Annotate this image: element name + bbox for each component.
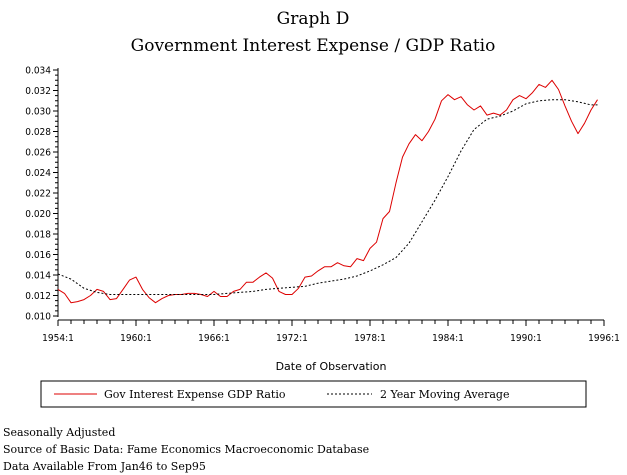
legend-entry-series-1: Gov Interest Expense GDP Ratio xyxy=(104,388,286,401)
x-tick-label: 1996:1 xyxy=(588,333,620,344)
y-tick-label: 0.022 xyxy=(25,189,51,200)
chart-subtitle: Government Interest Expense / GDP Ratio xyxy=(131,36,496,56)
series-lines xyxy=(57,79,598,304)
x-axis-label: Date of Observation xyxy=(276,360,387,373)
y-tick-label: 0.026 xyxy=(25,148,51,159)
y-tick-label: 0.034 xyxy=(25,66,51,77)
chart-title: Graph D xyxy=(277,9,350,29)
legend-entry-series-2: 2 Year Moving Average xyxy=(380,388,509,401)
x-tick-label: 1984:1 xyxy=(432,333,464,344)
y-tick-label: 0.016 xyxy=(25,250,51,261)
legend-box xyxy=(40,380,587,408)
y-tick-label: 0.018 xyxy=(25,230,51,241)
series-line-1 xyxy=(57,79,598,304)
y-tick-label: 0.032 xyxy=(25,86,51,97)
footnote-seasonal: Seasonally Adjusted xyxy=(3,426,115,439)
y-tick-label: 0.030 xyxy=(25,107,51,118)
y-tick-label: 0.020 xyxy=(25,209,51,220)
y-tick-label: 0.010 xyxy=(25,312,51,323)
y-tick-label: 0.024 xyxy=(25,168,51,179)
x-tick-label: 1978:1 xyxy=(354,333,386,344)
footnote-source: Source of Basic Data: Fame Economics Mac… xyxy=(3,443,369,456)
x-tick-label: 1972:1 xyxy=(276,333,308,344)
x-tick-label: 1966:1 xyxy=(198,333,230,344)
series-line-2 xyxy=(57,99,598,295)
y-tick-label: 0.012 xyxy=(25,291,51,302)
y-tick-label: 0.028 xyxy=(25,127,51,138)
x-tick-label: 1990:1 xyxy=(510,333,542,344)
y-tick-label: 0.014 xyxy=(25,271,51,282)
x-tick-label: 1954:1 xyxy=(42,333,74,344)
footnote-availability: Data Available From Jan46 to Sep95 xyxy=(3,460,206,473)
x-axis-ticks: 1954:1 1960:1 1966:1 1972:1 1978:1 1984:1 1990… xyxy=(42,320,620,344)
legend: Gov Interest Expense GDP Ratio 2 Year Mo… xyxy=(40,380,587,408)
y-axis-ticks: 0.010 0.012 0.014 0.016 0.018 0.020 0.022 0.024… xyxy=(25,66,58,323)
x-tick-label: 1960:1 xyxy=(120,333,152,344)
